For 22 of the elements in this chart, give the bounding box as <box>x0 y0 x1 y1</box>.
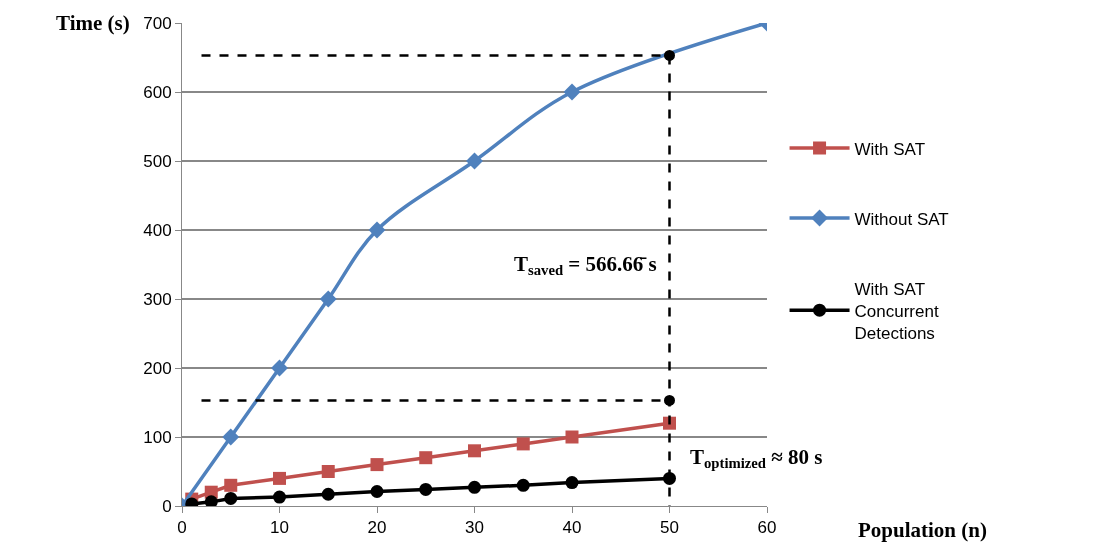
x-tick-label: 20 <box>367 518 387 538</box>
y-tick-label: 400 <box>143 220 172 240</box>
y-tick-label: 600 <box>143 82 172 102</box>
y-tick-label: 300 <box>143 289 172 309</box>
legend-label: With SAT <box>854 139 926 159</box>
legend-label: With SAT Concurrent Detections <box>854 279 939 343</box>
x-tick-label: 60 <box>757 518 777 538</box>
y-tick-label: 0 <box>162 496 172 516</box>
x-tick-label: 30 <box>465 518 484 538</box>
y-tick-label: 700 <box>143 13 172 33</box>
annotation: T$_{optimized}$ ≈ 80 s <box>690 445 823 472</box>
x-tick-label: 40 <box>562 518 582 538</box>
annotation: T$_{saved}$ = 566.66̄ s <box>514 252 657 279</box>
legend-label: Without SAT <box>854 209 949 229</box>
x-tick-label: 10 <box>270 518 289 538</box>
x-tick-label: 0 <box>177 518 187 538</box>
y-tick-label: 500 <box>143 151 172 171</box>
y-tick-label: 100 <box>143 427 172 447</box>
y-tick-label: 200 <box>143 358 172 378</box>
y-axis-title: Time (s) <box>56 11 130 35</box>
x-tick-label: 50 <box>660 518 679 538</box>
x-axis-title: Population (n) <box>858 518 987 542</box>
